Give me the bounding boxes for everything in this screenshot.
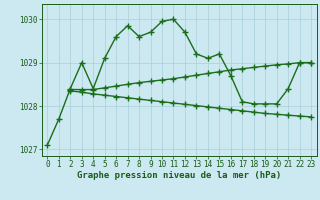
X-axis label: Graphe pression niveau de la mer (hPa): Graphe pression niveau de la mer (hPa): [77, 171, 281, 180]
